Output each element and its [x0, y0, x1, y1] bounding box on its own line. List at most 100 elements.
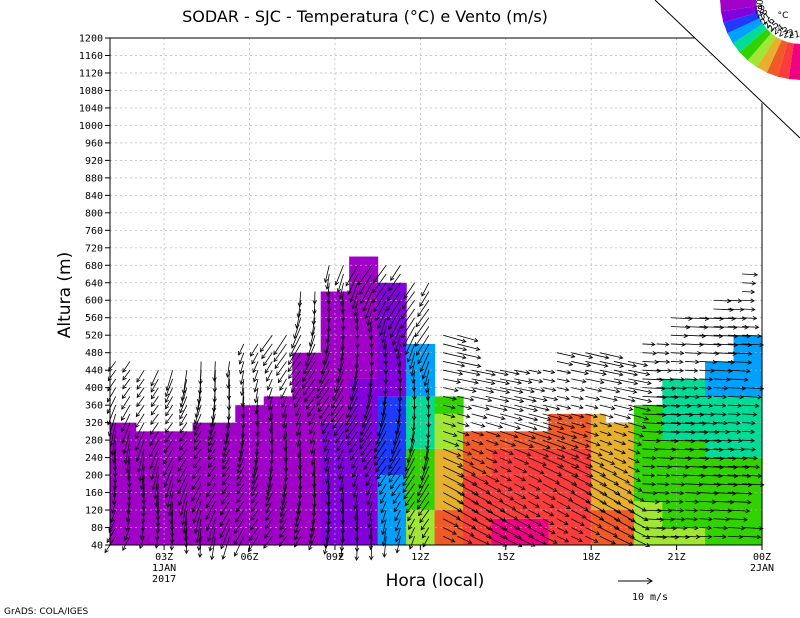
wind-vector: [457, 518, 476, 529]
wind-vector: [327, 483, 330, 506]
wind-vector: [727, 413, 741, 415]
wind-vector: [443, 404, 456, 409]
y-axis-label: Altura (m): [55, 252, 75, 338]
wind-vector-head: [552, 487, 558, 492]
wind-vector-head: [572, 434, 578, 439]
wind-vector-head: [236, 468, 241, 474]
wind-vector-head: [205, 515, 210, 521]
wind-vector-head: [565, 396, 571, 401]
wind-vector: [136, 378, 145, 390]
wind-vector-head: [297, 475, 303, 481]
wind-vector: [457, 422, 470, 427]
wind-vector: [656, 509, 672, 512]
wind-vector: [113, 483, 117, 497]
wind-vector: [514, 518, 531, 528]
wind-vector: [699, 430, 719, 433]
wind-vector: [642, 457, 656, 459]
wind-vector: [556, 518, 569, 525]
wind-vector: [642, 378, 663, 381]
wind-vector: [514, 465, 527, 473]
wind-vector: [628, 396, 652, 402]
wind-vector: [442, 492, 464, 504]
wind-vector-head: [747, 360, 753, 365]
wind-vector: [514, 483, 526, 490]
wind-vector: [727, 457, 747, 459]
wind-vector: [742, 326, 759, 328]
wind-vector: [542, 404, 560, 410]
wind-vector: [670, 500, 683, 503]
wind-vector-head: [336, 378, 341, 384]
wind-vector-head: [549, 512, 555, 517]
wind-vector-head: [537, 369, 542, 375]
wind-vector: [219, 509, 230, 527]
wind-vector: [289, 335, 302, 357]
wind-vector: [240, 370, 245, 385]
wind-vector-head: [708, 377, 714, 382]
wind-vector: [599, 352, 623, 359]
wind-vector: [373, 439, 387, 460]
wind-vector: [556, 509, 569, 517]
wind-vector-head: [479, 450, 484, 455]
wind-vector-head: [393, 507, 398, 513]
wind-vector-head: [308, 420, 313, 426]
wind-vector-head: [169, 526, 175, 532]
wind-vector-head: [719, 316, 724, 322]
wind-vector: [206, 483, 216, 497]
wind-vector: [236, 492, 245, 503]
wind-vector: [110, 422, 117, 447]
wind-vector: [713, 334, 738, 337]
wind-vector-head: [462, 346, 468, 352]
wind-vector-head: [733, 465, 738, 470]
wind-vector: [571, 422, 586, 428]
x-tick-label: 18Z: [582, 552, 600, 563]
wind-vector: [670, 369, 684, 372]
wind-vector-head: [599, 379, 605, 385]
wind-vector-head: [723, 525, 729, 531]
wind-vector: [685, 518, 698, 520]
wind-vector: [412, 370, 416, 384]
wind-vector-head: [619, 363, 624, 368]
wind-vector-head: [351, 304, 356, 310]
wind-vector-head: [707, 534, 713, 539]
wind-vector-head: [422, 466, 427, 472]
wind-vector-head: [636, 477, 642, 482]
wind-vector-head: [729, 307, 734, 313]
wind-vector-head: [192, 464, 198, 469]
wind-vector: [150, 387, 159, 400]
wind-vector-head: [613, 397, 618, 402]
wind-vector-head: [650, 464, 656, 470]
wind-vector: [656, 439, 678, 442]
wind-vector: [264, 361, 273, 374]
wind-vector-head: [367, 534, 373, 540]
wind-vector: [420, 518, 430, 531]
wind-vector: [208, 448, 216, 460]
wind-vector-head: [396, 362, 402, 367]
wind-vector-head: [251, 491, 256, 497]
wind-vector: [457, 387, 476, 392]
wind-vector-head: [269, 450, 274, 455]
wind-vector: [727, 404, 742, 407]
wind-vector: [107, 378, 117, 392]
wind-vector: [556, 457, 580, 468]
wind-vector-head: [151, 485, 156, 491]
wind-vector-head: [529, 443, 534, 449]
wind-vector: [273, 334, 287, 355]
wind-vector-head: [139, 535, 145, 541]
wind-vector: [656, 343, 669, 345]
wind-vector-head: [578, 529, 584, 534]
wind-vector-head: [651, 342, 656, 347]
wind-vector: [264, 527, 273, 539]
wind-vector-head: [488, 517, 494, 522]
wind-vector: [642, 413, 666, 416]
wind-vector: [656, 474, 670, 477]
wind-vector-head: [255, 442, 260, 447]
wind-vector-head: [265, 508, 270, 514]
y-tick-label: 320: [85, 418, 103, 429]
wind-vector-head: [607, 441, 613, 446]
wind-vector: [585, 387, 602, 392]
wind-vector: [150, 378, 159, 393]
wind-vector-head: [326, 308, 332, 314]
wind-vector-head: [474, 509, 479, 514]
wind-vector: [457, 396, 474, 401]
wind-vector-head: [373, 454, 378, 460]
